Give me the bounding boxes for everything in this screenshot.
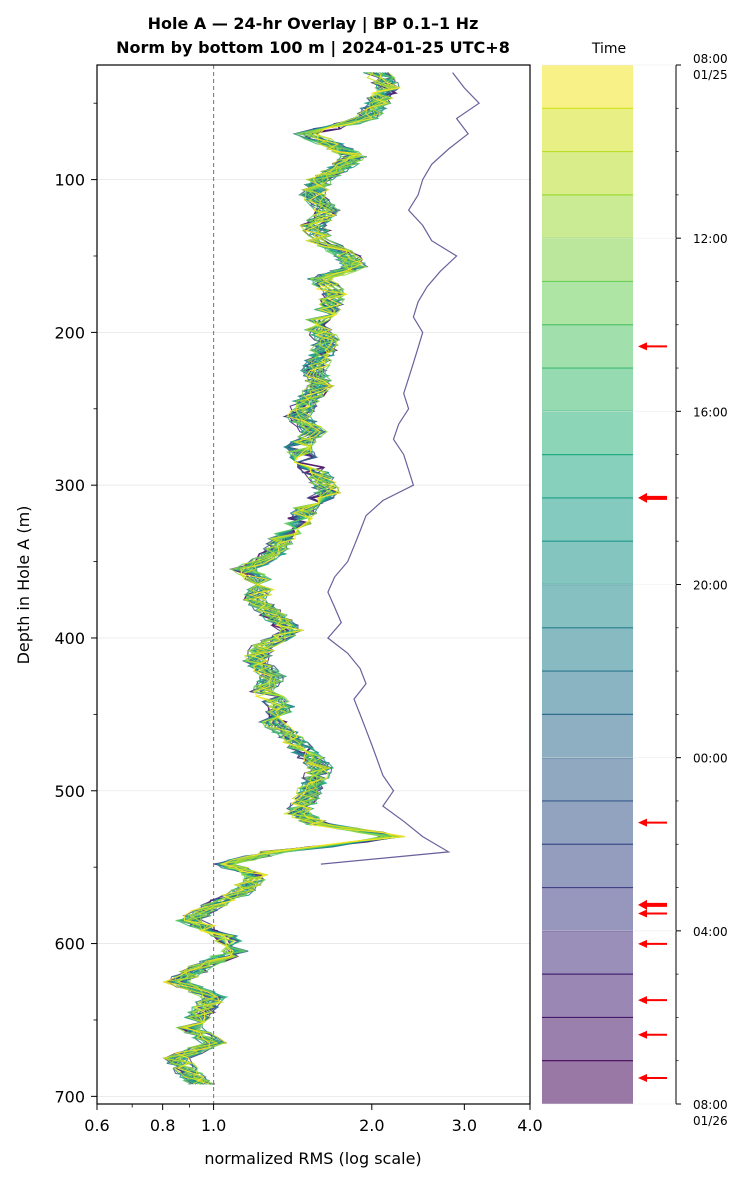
y-tick-label: 400 bbox=[54, 629, 85, 648]
colorbar-band bbox=[542, 671, 633, 715]
x-tick-label: 1.0 bbox=[201, 1116, 226, 1135]
colorbar-tick-label: 16:00 bbox=[693, 405, 728, 419]
y-tick-label: 500 bbox=[54, 782, 85, 801]
colorbar: 08:00 01/25 12:00 16:00 20:00 00:00 04:00 08:00… bbox=[542, 52, 728, 1128]
colorbar-band bbox=[542, 497, 633, 542]
trace-line bbox=[168, 72, 398, 1085]
x-tick-label: 3.0 bbox=[452, 1116, 477, 1135]
colorbar-band bbox=[542, 584, 633, 628]
trace-line bbox=[168, 72, 397, 1085]
trace-line bbox=[162, 72, 406, 1085]
trace-line bbox=[163, 72, 399, 1085]
trace-group bbox=[162, 72, 481, 1085]
colorbar-tick-label: 08:00 bbox=[693, 1098, 728, 1112]
trace-line bbox=[164, 72, 400, 1085]
trace-line bbox=[169, 72, 396, 1085]
colorbar-band bbox=[542, 65, 633, 109]
colorbar-band bbox=[542, 368, 633, 412]
event-arrow-head bbox=[638, 1074, 647, 1083]
chart-title-line2: Norm by bottom 100 m | 2024-01-25 UTC+8 bbox=[116, 38, 510, 58]
x-tick-label: 0.6 bbox=[84, 1116, 109, 1135]
colorbar-band bbox=[542, 238, 633, 282]
colorbar-band bbox=[542, 324, 633, 369]
colorbar-band bbox=[542, 454, 633, 498]
chart-title-line1: Hole A — 24-hr Overlay | BP 0.1–1 Hz bbox=[148, 14, 479, 34]
colorbar-band bbox=[542, 887, 633, 931]
colorbar-tick-label: 04:00 bbox=[693, 925, 728, 939]
colorbar-band bbox=[542, 930, 633, 975]
colorbar-band bbox=[542, 800, 633, 845]
event-arrow-head bbox=[638, 939, 647, 948]
trace-line bbox=[163, 72, 395, 1085]
event-arrow-head bbox=[638, 818, 647, 827]
trace-line bbox=[166, 72, 400, 1085]
x-tick-label: 2.0 bbox=[359, 1116, 384, 1135]
x-tick-label: 0.8 bbox=[150, 1116, 175, 1135]
event-arrow-head bbox=[638, 909, 647, 918]
x-tick-label: 4.0 bbox=[517, 1116, 542, 1135]
event-arrow-head bbox=[638, 492, 647, 503]
colorbar-band bbox=[542, 108, 633, 152]
colorbar-band bbox=[542, 627, 633, 672]
event-arrow-head bbox=[638, 1030, 647, 1039]
trace-line bbox=[166, 72, 396, 1085]
event-arrow-head bbox=[638, 899, 647, 910]
event-arrow-head bbox=[638, 996, 647, 1005]
x-axis-label: normalized RMS (log scale) bbox=[204, 1149, 421, 1168]
colorbar-tick-sublabel: 01/25 bbox=[693, 68, 728, 82]
colorbar-tick-sublabel: 01/26 bbox=[693, 1114, 728, 1128]
y-tick-label: 200 bbox=[54, 323, 85, 342]
y-tick-label: 700 bbox=[54, 1087, 85, 1106]
colorbar-band bbox=[542, 1060, 633, 1104]
colorbar-band bbox=[542, 757, 633, 801]
y-tick-label: 300 bbox=[54, 476, 85, 495]
colorbar-band bbox=[542, 281, 633, 325]
trace-line bbox=[166, 72, 404, 1085]
event-arrow-head bbox=[638, 342, 647, 351]
colorbar-label: Time bbox=[591, 41, 626, 57]
plot-frame bbox=[96, 64, 531, 1105]
plot-area: 0.6 0.8 1.0 2.0 3.0 4.0 100 200 300 400 500 600 700 bbox=[54, 64, 543, 1135]
colorbar-band bbox=[542, 1017, 633, 1061]
colorbar-band bbox=[542, 714, 633, 758]
trace-line bbox=[162, 72, 396, 1085]
trace-line bbox=[163, 72, 392, 1085]
colorbar-tick-label: 08:00 bbox=[693, 52, 728, 66]
colorbar-tick-label: 00:00 bbox=[693, 752, 728, 766]
colorbar-band bbox=[542, 151, 633, 195]
colorbar-band bbox=[542, 541, 633, 585]
colorbar-band bbox=[542, 974, 633, 1018]
y-axis-label: Depth in Hole A (m) bbox=[14, 506, 33, 665]
trace-line bbox=[174, 72, 405, 1085]
colorbar-tick-label: 12:00 bbox=[693, 232, 728, 246]
y-tick-label: 100 bbox=[54, 171, 85, 190]
y-tick-label: 600 bbox=[54, 935, 85, 954]
colorbar-band bbox=[542, 844, 633, 888]
colorbar-tick-label: 20:00 bbox=[693, 579, 728, 593]
outlier-trace-line bbox=[320, 72, 481, 865]
colorbar-band bbox=[542, 411, 633, 455]
colorbar-band bbox=[542, 194, 633, 239]
